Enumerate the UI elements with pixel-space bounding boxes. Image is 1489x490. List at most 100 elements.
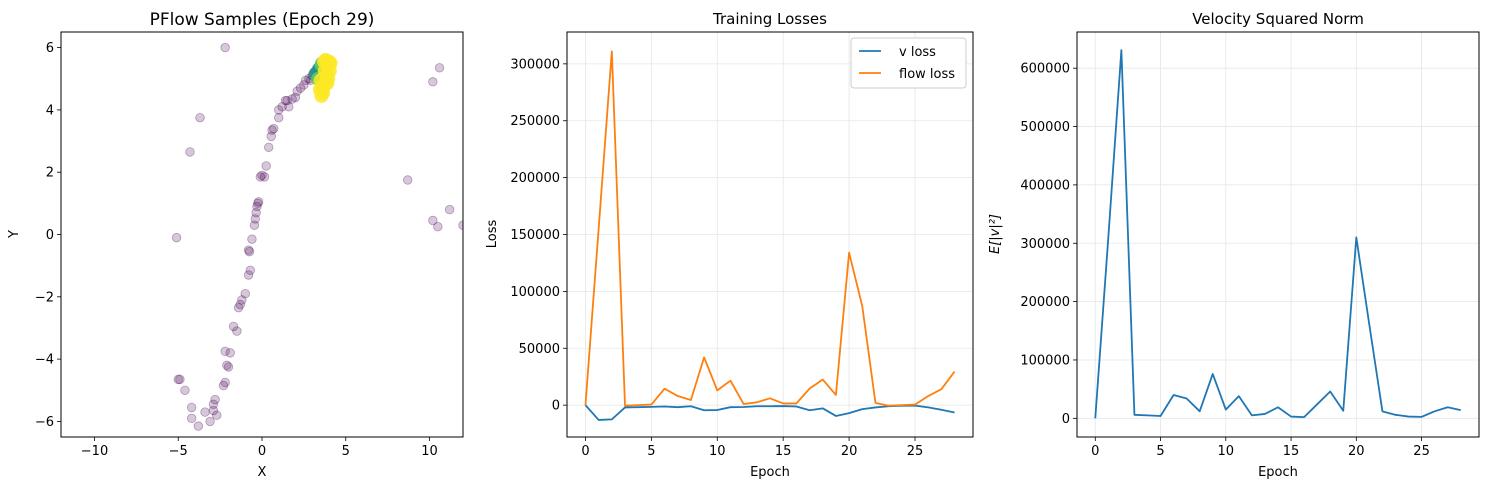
scatter-point bbox=[220, 346, 230, 357]
scatter-point bbox=[277, 102, 287, 112]
scatter-points bbox=[171, 42, 463, 431]
y-axis-label: Y bbox=[7, 230, 22, 239]
scatter-point bbox=[257, 170, 267, 181]
x-tick-label: 10 bbox=[421, 444, 438, 459]
scatter-point bbox=[235, 299, 245, 310]
y-tick-label: 600000 bbox=[1020, 62, 1070, 77]
scatter-point bbox=[403, 175, 413, 185]
x-axis-label: Epoch bbox=[1258, 465, 1298, 480]
x-tick-label: 0 bbox=[581, 444, 589, 459]
scatter-point bbox=[244, 246, 255, 257]
x-tick-label: 10 bbox=[709, 444, 726, 459]
scatter-point bbox=[186, 402, 197, 413]
scatter-point bbox=[282, 95, 292, 106]
scatter-point bbox=[205, 416, 215, 427]
scatter-point bbox=[280, 95, 291, 106]
scatter-point bbox=[210, 394, 220, 405]
x-axis-label: X bbox=[258, 465, 267, 480]
scatter-point bbox=[253, 198, 263, 209]
scatter-point bbox=[228, 321, 239, 332]
cluster-point bbox=[316, 54, 331, 69]
scatter-point bbox=[185, 147, 195, 157]
series-line bbox=[1094, 49, 1461, 419]
scatter-point bbox=[218, 380, 229, 391]
scatter-point bbox=[267, 125, 277, 135]
scatter-point bbox=[186, 413, 197, 424]
scatter-point bbox=[287, 94, 297, 104]
y-axis-ticks: 0 50000 100000 150000 200000 250000 300000 bbox=[510, 57, 567, 414]
scatter-point bbox=[173, 374, 183, 385]
x-axis-ticks: 0 5 10 15 20 25 bbox=[1091, 437, 1430, 459]
scatter-point bbox=[233, 303, 244, 313]
scatter-point bbox=[264, 142, 274, 152]
y-tick-label: 0 bbox=[1062, 412, 1070, 427]
x-tick-label: 20 bbox=[841, 444, 858, 459]
y-tick-label: 300000 bbox=[1020, 237, 1070, 252]
scatter-panel: PFlow Samples (Epoch 29) −10 −5 0 5 10 −6−4−… bbox=[7, 10, 464, 480]
scatter-point bbox=[428, 77, 438, 87]
y-tick-label: 200000 bbox=[1020, 295, 1070, 310]
scatter-point bbox=[274, 105, 284, 115]
y-tick-label: 0 bbox=[46, 228, 54, 243]
y-tick-label: 400000 bbox=[1020, 178, 1070, 193]
scatter-point bbox=[232, 326, 242, 336]
y-tick-label: 300000 bbox=[510, 57, 560, 72]
x-tick-label: 0 bbox=[1091, 444, 1099, 459]
scatter-point bbox=[251, 207, 261, 218]
x-tick-label: 25 bbox=[907, 444, 924, 459]
y-tick-label: 200000 bbox=[510, 171, 560, 186]
scatter-point bbox=[200, 407, 210, 417]
scatter-point bbox=[269, 123, 279, 134]
losses-panel: Training Losses 0 5 10 15 20 25 0 50000 100000 1… bbox=[485, 10, 974, 480]
scatter-point bbox=[245, 265, 255, 276]
velocity-panel: Velocity Squared Norm 0 5 10 15 20 25 0 100000… bbox=[988, 10, 1480, 480]
scatter-point bbox=[284, 102, 294, 112]
chart-title: Velocity Squared Norm bbox=[1192, 10, 1364, 28]
legend-label-flow-loss: flow loss bbox=[899, 67, 955, 82]
scatter-point bbox=[240, 288, 250, 299]
scatter-point bbox=[220, 377, 230, 388]
scatter-point bbox=[250, 214, 261, 224]
cluster-point bbox=[320, 76, 335, 91]
scatter-point bbox=[266, 131, 276, 142]
scatter-point bbox=[247, 234, 257, 244]
plot-frame bbox=[1076, 31, 1480, 438]
x-tick-label: 20 bbox=[1348, 444, 1365, 459]
y-tick-label: −6 bbox=[35, 415, 54, 430]
x-tick-label: 25 bbox=[1413, 444, 1430, 459]
x-axis-ticks: 0 5 10 15 20 25 bbox=[581, 437, 923, 459]
x-tick-label: −10 bbox=[81, 444, 108, 459]
scatter-point bbox=[223, 362, 234, 372]
scatter-point bbox=[175, 374, 185, 385]
x-axis-label: Epoch bbox=[750, 465, 790, 480]
scatter-point bbox=[195, 112, 205, 123]
y-tick-label: 150000 bbox=[510, 228, 560, 243]
x-tick-label: 10 bbox=[1218, 444, 1235, 459]
chart-title: PFlow Samples (Epoch 29) bbox=[150, 10, 375, 30]
y-tick-label: 0 bbox=[552, 399, 560, 414]
scatter-point bbox=[428, 215, 438, 226]
y-tick-label: 500000 bbox=[1020, 120, 1070, 135]
y-tick-label: −2 bbox=[35, 290, 54, 305]
y-tick-label: 100000 bbox=[1020, 353, 1070, 368]
x-tick-label: 0 bbox=[258, 444, 266, 459]
scatter-point bbox=[208, 399, 219, 409]
scatter-point bbox=[237, 295, 247, 305]
scatter-point bbox=[274, 112, 284, 123]
scatter-point bbox=[292, 86, 302, 96]
scatter-point bbox=[458, 220, 463, 230]
chart-title: Training Losses bbox=[712, 10, 827, 28]
scatter-point bbox=[259, 172, 270, 182]
x-tick-label: 15 bbox=[775, 444, 792, 459]
scatter-point bbox=[255, 172, 266, 182]
y-tick-label: 100000 bbox=[510, 285, 560, 300]
legend-label-v-loss: v loss bbox=[899, 45, 936, 60]
scatter-point bbox=[295, 83, 306, 93]
scatter-point bbox=[180, 385, 190, 395]
grid bbox=[567, 32, 973, 437]
y-axis-label: E[|v|²] bbox=[988, 214, 1003, 254]
scatter-point bbox=[222, 360, 232, 371]
y-axis-ticks: 0 100000 200000 300000 400000 500000 600000 bbox=[1020, 62, 1077, 427]
legend: v loss flow loss bbox=[850, 37, 967, 89]
